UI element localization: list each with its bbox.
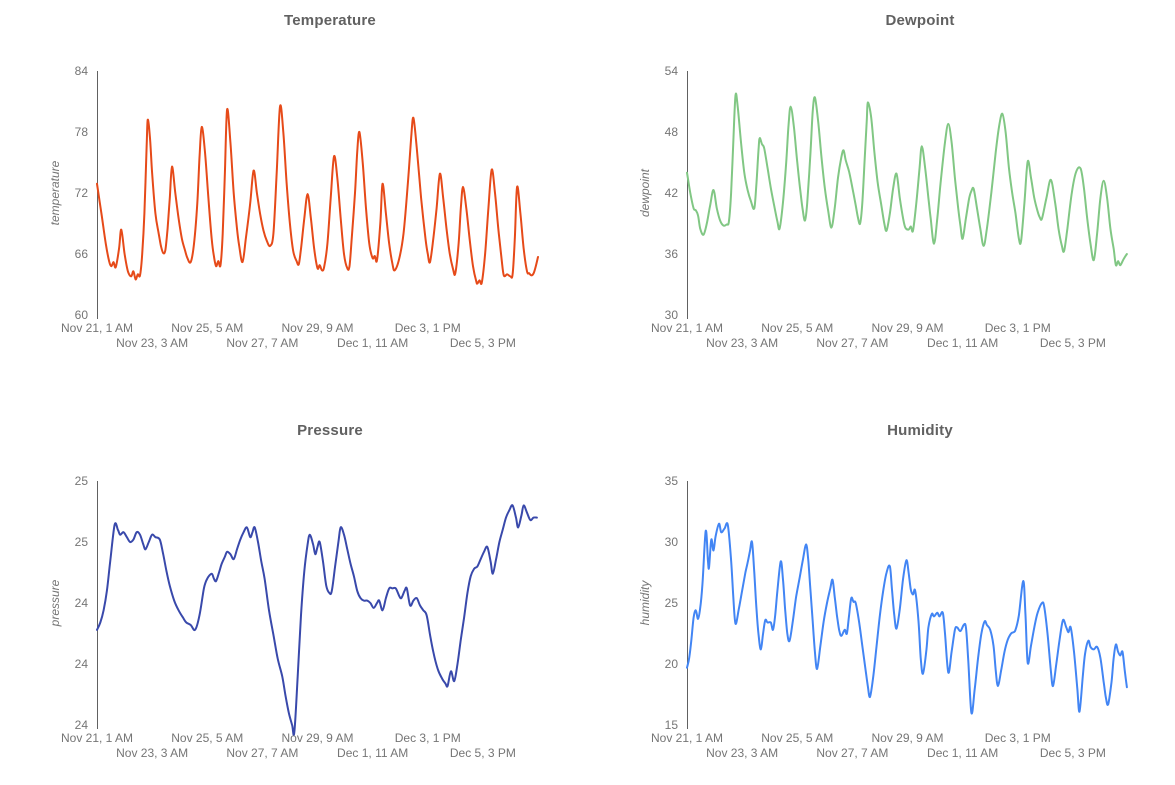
- y-tick-label: 60: [74, 308, 88, 322]
- x-tick-label: Dec 5, 3 PM: [449, 336, 516, 350]
- x-tick-label: Dec 1, 11 AM: [337, 746, 409, 760]
- line-plot: [686, 71, 1128, 319]
- y-tick-label: 42: [664, 186, 678, 200]
- y-tick-label: 15: [664, 718, 678, 732]
- temperature-series-line: [96, 104, 539, 286]
- humidity-series-line: [686, 522, 1128, 715]
- y-tick-label: 24: [74, 596, 88, 610]
- x-tick-label: Nov 25, 5 AM: [171, 321, 244, 335]
- y-tick-label: 25: [664, 596, 678, 610]
- x-tick-label: Dec 1, 11 AM: [337, 336, 409, 350]
- x-tick-label: Dec 3, 1 PM: [984, 731, 1051, 745]
- line-plot: [96, 71, 539, 319]
- x-tick-label: Nov 25, 5 AM: [761, 321, 834, 335]
- x-tick-label: Nov 27, 7 AM: [226, 336, 299, 350]
- x-tick-label: Nov 25, 5 AM: [761, 731, 834, 745]
- dewpoint-series-line: [686, 92, 1128, 267]
- y-tick-label: 35: [664, 474, 678, 488]
- x-tick-label: Nov 27, 7 AM: [226, 746, 299, 760]
- y-tick-label: 78: [74, 125, 88, 139]
- dewpoint-chart: Dewpoint dewpoint 30 36 42 48 54 Nov 21, 1 A…: [590, 0, 1175, 375]
- x-tick-label: Nov 27, 7 AM: [816, 336, 889, 350]
- y-tick-label: 54: [664, 64, 678, 78]
- x-tick-label: Nov 23, 3 AM: [116, 336, 189, 350]
- x-tick-label: Dec 5, 3 PM: [1039, 336, 1106, 350]
- x-tick-label: Dec 3, 1 PM: [394, 321, 461, 335]
- x-tick-label: Dec 5, 3 PM: [449, 746, 516, 760]
- y-tick-label: 66: [74, 247, 88, 261]
- y-tick-label: 25: [74, 474, 88, 488]
- x-tick-label: Dec 3, 1 PM: [984, 321, 1051, 335]
- y-tick-label: 30: [664, 308, 678, 322]
- x-tick-label: Dec 5, 3 PM: [1039, 746, 1106, 760]
- x-tick-label: Nov 23, 3 AM: [706, 336, 779, 350]
- chart-title: Dewpoint: [885, 12, 955, 29]
- x-tick-label: Dec 1, 11 AM: [927, 746, 999, 760]
- x-tick-label: Nov 29, 9 AM: [281, 321, 354, 335]
- x-tick-label: Nov 21, 1 AM: [60, 731, 134, 745]
- x-tick-label: Dec 1, 11 AM: [927, 336, 999, 350]
- y-tick-label: 24: [74, 657, 88, 671]
- chart-title: Pressure: [297, 422, 363, 439]
- pressure-chart: Pressure pressure 24 24 24 25 25 Nov 21, 1 A…: [0, 410, 587, 785]
- y-tick-label: 48: [664, 125, 678, 139]
- humidity-chart: Humidity humidity 15 20 25 30 35 Nov 21, 1 A…: [590, 410, 1175, 785]
- x-tick-label: Nov 21, 1 AM: [650, 731, 724, 745]
- y-tick-label: 24: [74, 718, 88, 732]
- y-tick-label: 20: [664, 657, 678, 671]
- line-plot: [686, 481, 1128, 729]
- chart-title: Humidity: [887, 422, 953, 439]
- chart-title: Temperature: [284, 12, 376, 29]
- y-tick-label: 84: [74, 64, 88, 78]
- y-tick-label: 36: [664, 247, 678, 261]
- temperature-chart: Temperature temperature 60 66 72 78 84 Nov 2…: [0, 0, 587, 375]
- x-tick-label: Nov 25, 5 AM: [171, 731, 244, 745]
- x-tick-label: Nov 29, 9 AM: [871, 321, 944, 335]
- x-tick-label: Nov 21, 1 AM: [650, 321, 724, 335]
- x-tick-label: Nov 21, 1 AM: [60, 321, 134, 335]
- y-tick-label: 30: [664, 535, 678, 549]
- x-tick-label: Dec 3, 1 PM: [394, 731, 461, 745]
- x-tick-label: Nov 29, 9 AM: [871, 731, 944, 745]
- x-tick-label: Nov 27, 7 AM: [816, 746, 889, 760]
- x-tick-label: Nov 23, 3 AM: [706, 746, 779, 760]
- line-plot: [96, 481, 538, 737]
- y-tick-label: 72: [74, 186, 88, 200]
- pressure-series-line: [96, 504, 538, 737]
- x-tick-label: Nov 29, 9 AM: [281, 731, 354, 745]
- x-tick-label: Nov 23, 3 AM: [116, 746, 189, 760]
- y-tick-label: 25: [74, 535, 88, 549]
